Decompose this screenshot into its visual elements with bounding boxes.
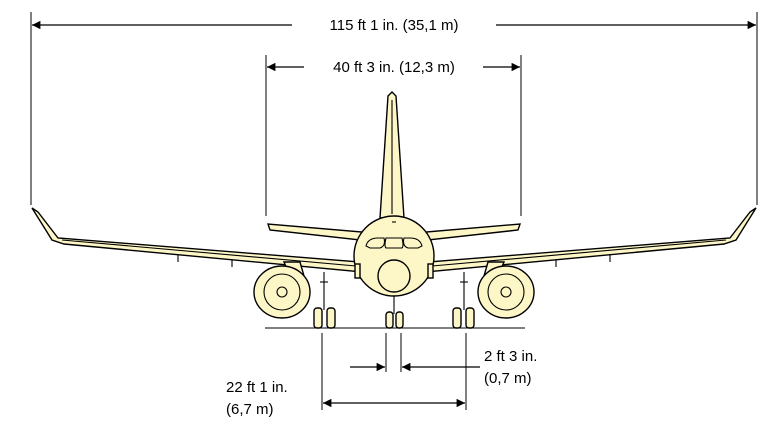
horizontal-stabilizer-right <box>425 223 522 241</box>
nose-gear-track-label-line1: 2 ft 3 in. <box>484 348 537 365</box>
nose-gear-wheel-right <box>395 311 404 329</box>
main-gear-right-wheel-inner <box>452 307 462 329</box>
engine-left-inlet <box>263 273 301 311</box>
fuselage-cross-section <box>353 215 435 297</box>
main-gear-track-dimension: 22 ft 1 in. (6,7 m) <box>226 333 467 418</box>
main-gear-left-wheel-outer <box>313 307 323 329</box>
engine-right-spinner <box>500 286 512 298</box>
main-gear-right-wheel-outer <box>465 307 475 329</box>
horizontal-stabilizer-left <box>266 223 363 241</box>
nose-gear-track-dimension: 2 ft 3 in. (0,7 m) <box>350 333 537 387</box>
wingspan-dimension: 115 ft 1 in. (35,1 m) <box>30 12 758 205</box>
engine-right-nacelle <box>477 265 535 319</box>
nose-gear <box>385 292 404 329</box>
main-gear-track-label-line2: (6,7 m) <box>226 401 274 418</box>
wing-right-edge-line <box>431 239 727 267</box>
aircraft-front-view <box>31 91 757 329</box>
cockpit-window-left <box>365 237 386 249</box>
fuselage-fairing-left <box>354 263 361 279</box>
main-gear-left <box>313 272 336 329</box>
wingspan-label: 115 ft 1 in. (35,1 m) <box>330 17 459 34</box>
wing-left-edge-line <box>61 239 357 267</box>
main-gear-right <box>452 272 475 329</box>
engine-left <box>253 265 311 319</box>
engine-left-nacelle <box>253 265 311 319</box>
cockpit-window-center <box>384 237 404 249</box>
main-gear-left-wheel-inner <box>326 307 336 329</box>
engine-left-spinner <box>276 286 288 298</box>
nose-gear-track-label-line2: (0,7 m) <box>484 370 532 387</box>
nose-radome <box>377 259 411 293</box>
tailspan-label: 40 ft 3 in. (12,3 m) <box>333 59 455 76</box>
engine-right <box>477 265 535 319</box>
fuselage-fairing-right <box>427 263 434 279</box>
fuselage <box>353 215 435 297</box>
main-gear-track-label-line1: 22 ft 1 in. <box>226 379 288 396</box>
cockpit-window-right <box>402 237 423 249</box>
engine-right-inlet <box>487 273 525 311</box>
nose-gear-wheel-left <box>385 311 394 329</box>
tailspan-dimension: 40 ft 3 in. (12,3 m) <box>265 55 522 216</box>
